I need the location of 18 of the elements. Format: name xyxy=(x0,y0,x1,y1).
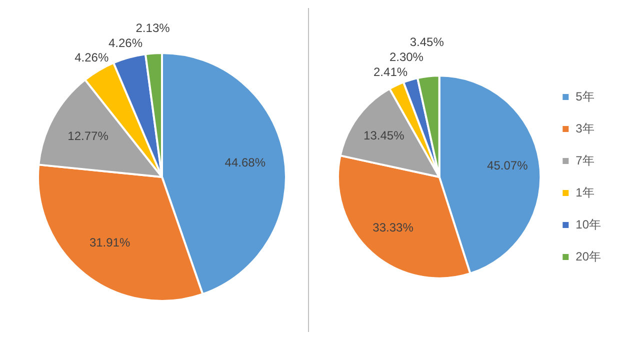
data-label: 3.45% xyxy=(410,34,444,49)
legend-label: 3年 xyxy=(576,121,594,136)
data-label: 33.33% xyxy=(372,220,414,234)
legend-label: 20年 xyxy=(576,249,602,264)
legend-label: 5年 xyxy=(576,89,594,104)
data-label: 2.30% xyxy=(389,50,424,64)
legend-label: 1年 xyxy=(576,185,594,200)
data-label: 45.07% xyxy=(487,158,528,173)
legend-label: 10年 xyxy=(576,217,602,232)
data-label: 2.41% xyxy=(374,64,408,79)
data-label: 44.68% xyxy=(224,155,266,170)
data-label: 13.45% xyxy=(364,128,405,142)
legend-label: 7年 xyxy=(576,153,594,168)
data-label: 4.26% xyxy=(108,36,143,50)
data-label: 2.13% xyxy=(136,21,170,36)
data-label: 4.26% xyxy=(74,50,109,65)
data-label: 31.91% xyxy=(89,236,130,250)
data-label: 12.77% xyxy=(68,128,109,143)
